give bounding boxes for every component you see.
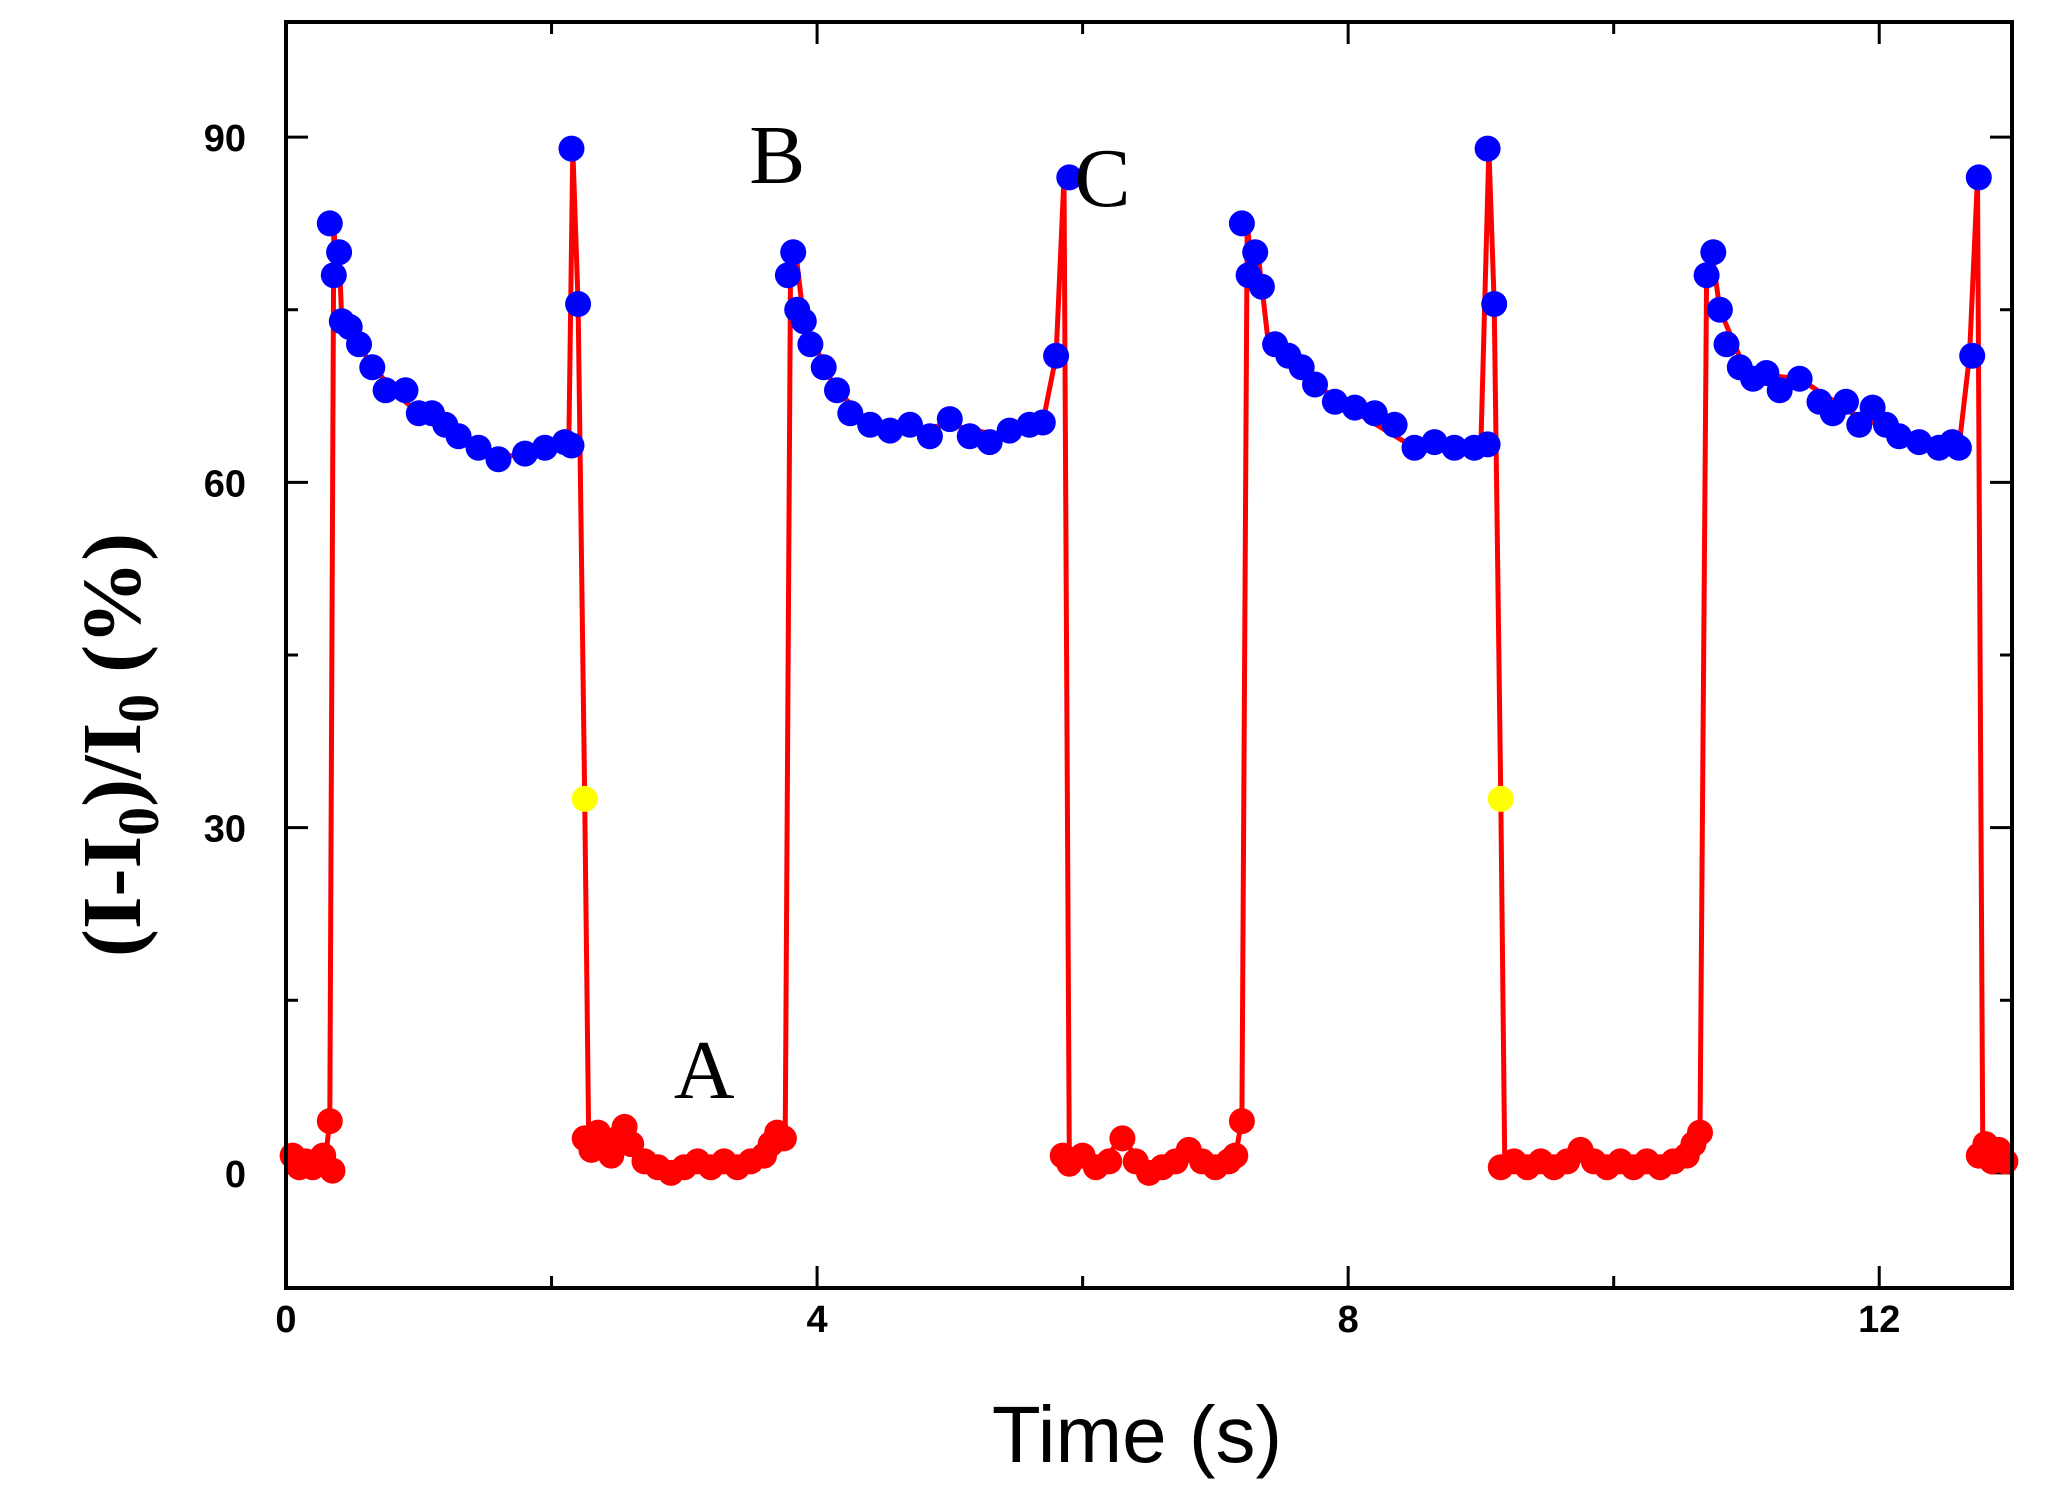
high-state-point (1401, 434, 1428, 461)
high-state-point (916, 423, 943, 450)
high-state-point (485, 446, 512, 473)
high-state-point (558, 135, 585, 162)
high-state-point (996, 417, 1023, 444)
high-state-point (1706, 296, 1733, 323)
axis-ticks (284, 22, 2012, 1288)
data-markers (279, 135, 2019, 1186)
x-axis-title: Time (s) (992, 1390, 1282, 1479)
low-state-point (1687, 1119, 1713, 1146)
high-state-point (1441, 434, 1468, 461)
high-state-point (1713, 331, 1740, 358)
high-state-point (531, 434, 558, 461)
high-state-point (897, 411, 923, 438)
y-tick-label: 90 (204, 118, 246, 160)
high-state-point (1381, 411, 1408, 438)
high-state-point (810, 354, 837, 381)
trace-line (285, 146, 2012, 1176)
high-state-point (465, 434, 492, 461)
high-state-point (1242, 239, 1269, 266)
y-tick-label: 60 (204, 463, 246, 505)
high-state-point (790, 308, 817, 335)
high-state-point (1700, 239, 1727, 266)
high-state-point (1945, 434, 1972, 461)
high-state-point (1361, 400, 1388, 427)
high-state-point (1833, 388, 1859, 415)
high-state-point (774, 262, 801, 289)
high-state-point (956, 423, 983, 450)
y-tick-label: 30 (204, 809, 246, 851)
y-axis-title-part: (%) (66, 533, 159, 694)
high-state-point (1421, 429, 1448, 456)
x-tick-label: 12 (1858, 1299, 1900, 1341)
tick-labels: 0 4 8 12 0 30 60 90 (204, 118, 1901, 1341)
high-state-point (1766, 377, 1793, 404)
transition-point (571, 785, 598, 812)
low-state-point (1096, 1148, 1123, 1175)
y-axis-subscript: 0 (106, 807, 171, 836)
high-state-point (1043, 342, 1070, 369)
high-state-point (976, 429, 1003, 456)
high-state-point (1341, 394, 1368, 421)
annotation-c: C (1075, 132, 1131, 225)
high-state-point (320, 262, 347, 289)
plot-frame (284, 20, 2014, 1290)
high-state-point (565, 291, 592, 317)
x-tick-label: 4 (807, 1299, 828, 1341)
high-state-point (346, 331, 372, 358)
data-trace (285, 146, 2012, 1176)
low-state-point (1228, 1108, 1255, 1135)
high-state-point (445, 423, 472, 450)
high-state-point (1906, 429, 1933, 456)
high-state-point (857, 411, 884, 438)
high-state-point (1228, 210, 1255, 237)
x-tick-label: 8 (1338, 1299, 1359, 1341)
low-state-point (1109, 1125, 1136, 1152)
high-state-point (936, 406, 963, 433)
annotation-a: A (674, 1024, 735, 1117)
annotations: A B C (674, 109, 1131, 1117)
y-axis-title-part: (I-I (66, 836, 159, 957)
high-state-point (1029, 409, 1056, 436)
x-tick-label: 0 (275, 1299, 296, 1341)
low-state-point (316, 1108, 343, 1135)
high-state-point (1786, 365, 1813, 392)
low-state-point (319, 1157, 346, 1184)
high-state-point (1056, 164, 1083, 191)
y-axis-subscript: 0 (106, 694, 171, 723)
high-state-point (1886, 423, 1913, 450)
y-tick-label: 0 (225, 1154, 246, 1196)
high-state-point (780, 239, 807, 266)
y-axis-title-part: )/I (66, 723, 159, 807)
high-state-point (1693, 262, 1720, 289)
high-state-point (359, 354, 386, 381)
high-state-point (326, 239, 353, 266)
high-state-point (1481, 291, 1508, 317)
low-state-point (770, 1125, 797, 1152)
y-axis-title: (I-I0)/I0 (%) (66, 533, 171, 957)
transition-point (1487, 785, 1514, 812)
low-state-point (1992, 1148, 2019, 1175)
annotation-b: B (749, 109, 805, 202)
high-state-point (558, 432, 585, 459)
high-state-point (1474, 431, 1501, 458)
high-state-point (877, 417, 904, 444)
high-state-point (392, 377, 419, 404)
high-state-point (1959, 342, 1986, 369)
high-state-point (1248, 273, 1275, 300)
high-state-point (512, 440, 538, 467)
high-state-point (824, 377, 850, 404)
high-state-point (837, 400, 864, 427)
high-state-point (1474, 135, 1501, 162)
high-state-point (797, 331, 824, 358)
high-state-point (1965, 164, 1992, 191)
high-state-point (1302, 371, 1328, 398)
high-state-point (1321, 388, 1348, 415)
high-state-point (316, 210, 343, 237)
high-state-point (372, 377, 399, 404)
low-state-point (1222, 1142, 1249, 1169)
